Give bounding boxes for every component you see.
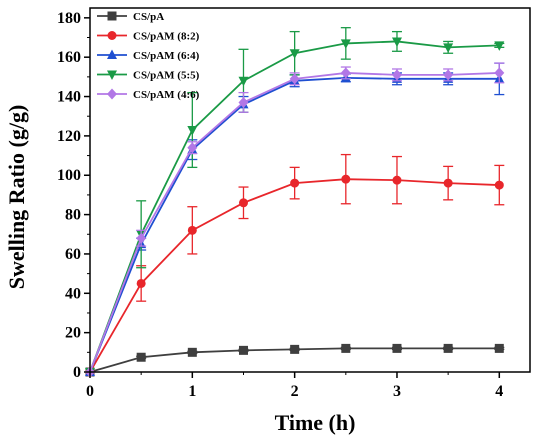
data-point bbox=[187, 225, 197, 235]
data-point bbox=[238, 76, 249, 87]
data-point bbox=[391, 37, 402, 47]
data-point bbox=[340, 67, 351, 79]
data-point bbox=[340, 39, 351, 49]
data-point bbox=[289, 49, 300, 59]
legend-marker bbox=[107, 70, 117, 80]
data-point bbox=[494, 41, 505, 51]
data-point bbox=[392, 175, 402, 185]
data-point bbox=[443, 69, 454, 81]
x-tick-label: 0 bbox=[86, 383, 94, 400]
data-point bbox=[136, 232, 147, 244]
y-tick-label: 160 bbox=[57, 49, 81, 66]
series-5 bbox=[85, 62, 505, 378]
series-4 bbox=[85, 27, 505, 378]
data-point bbox=[443, 343, 453, 353]
data-point bbox=[187, 125, 198, 136]
legend-marker bbox=[107, 49, 117, 59]
x-tick-label: 3 bbox=[393, 383, 401, 400]
data-point bbox=[443, 43, 454, 53]
data-point bbox=[290, 178, 300, 188]
data-point bbox=[290, 344, 300, 354]
axes: 0 20 40 60 80 100 120 140 160 180 0 1 2 3 4 bbox=[57, 7, 531, 400]
data-point bbox=[494, 67, 505, 79]
data-point bbox=[443, 178, 453, 188]
data-point bbox=[187, 347, 197, 357]
y-tick-label: 80 bbox=[65, 207, 81, 224]
legend-marker bbox=[107, 11, 117, 21]
data-point bbox=[136, 278, 146, 288]
legend-item: CS/pAM (6:4) bbox=[97, 49, 200, 62]
x-tick-label: 1 bbox=[188, 383, 196, 400]
x-axis-title: Time (h) bbox=[275, 410, 356, 435]
legend: CS/pA CS/pAM (8:2) CS/pAM (6:4) CS/pAM (5:5… bbox=[97, 11, 200, 101]
y-tick-label: 100 bbox=[57, 167, 81, 184]
legend-item: CS/pA bbox=[97, 11, 164, 23]
data-point bbox=[238, 345, 248, 355]
x-tick-label: 2 bbox=[291, 383, 299, 400]
data-point bbox=[391, 69, 402, 81]
y-tick-label: 120 bbox=[57, 128, 81, 145]
legend-label: CS/pAM (8:2) bbox=[133, 31, 200, 43]
plot-area bbox=[85, 27, 505, 378]
series-line bbox=[89, 178, 500, 373]
series-line bbox=[89, 72, 500, 373]
legend-item: CS/pAM (5:5) bbox=[97, 70, 200, 82]
x-tick-label: 4 bbox=[495, 383, 503, 400]
y-tick-label: 140 bbox=[57, 89, 81, 106]
y-tick-label: 20 bbox=[65, 325, 81, 342]
data-point bbox=[341, 174, 351, 184]
y-tick-label: 180 bbox=[57, 10, 81, 27]
data-point bbox=[289, 73, 300, 85]
y-tick-label: 0 bbox=[73, 364, 81, 381]
data-point bbox=[238, 96, 249, 108]
data-point bbox=[494, 343, 504, 353]
data-point bbox=[238, 198, 248, 208]
data-point bbox=[392, 343, 402, 353]
legend-marker bbox=[107, 88, 117, 100]
data-point bbox=[341, 343, 351, 353]
series-line bbox=[89, 76, 500, 373]
legend-marker bbox=[107, 31, 117, 40]
legend-item: CS/pAM (4:6) bbox=[97, 88, 200, 101]
series-1 bbox=[85, 343, 505, 377]
legend-label: CS/pAM (4:6) bbox=[133, 89, 200, 101]
series-2 bbox=[85, 153, 505, 377]
data-point bbox=[136, 352, 146, 362]
legend-label: CS/pA bbox=[133, 11, 164, 23]
data-point bbox=[494, 180, 504, 190]
legend-item: CS/pAM (8:2) bbox=[97, 31, 200, 43]
legend-label: CS/pAM (6:4) bbox=[133, 50, 200, 62]
plot-frame bbox=[89, 7, 531, 373]
legend-label: CS/pAM (5:5) bbox=[133, 70, 200, 82]
y-axis-title: Swelling Ratio (g/g) bbox=[4, 105, 29, 290]
y-tick-label: 40 bbox=[65, 285, 81, 302]
data-point bbox=[187, 142, 198, 154]
y-tick-label: 60 bbox=[65, 246, 81, 263]
